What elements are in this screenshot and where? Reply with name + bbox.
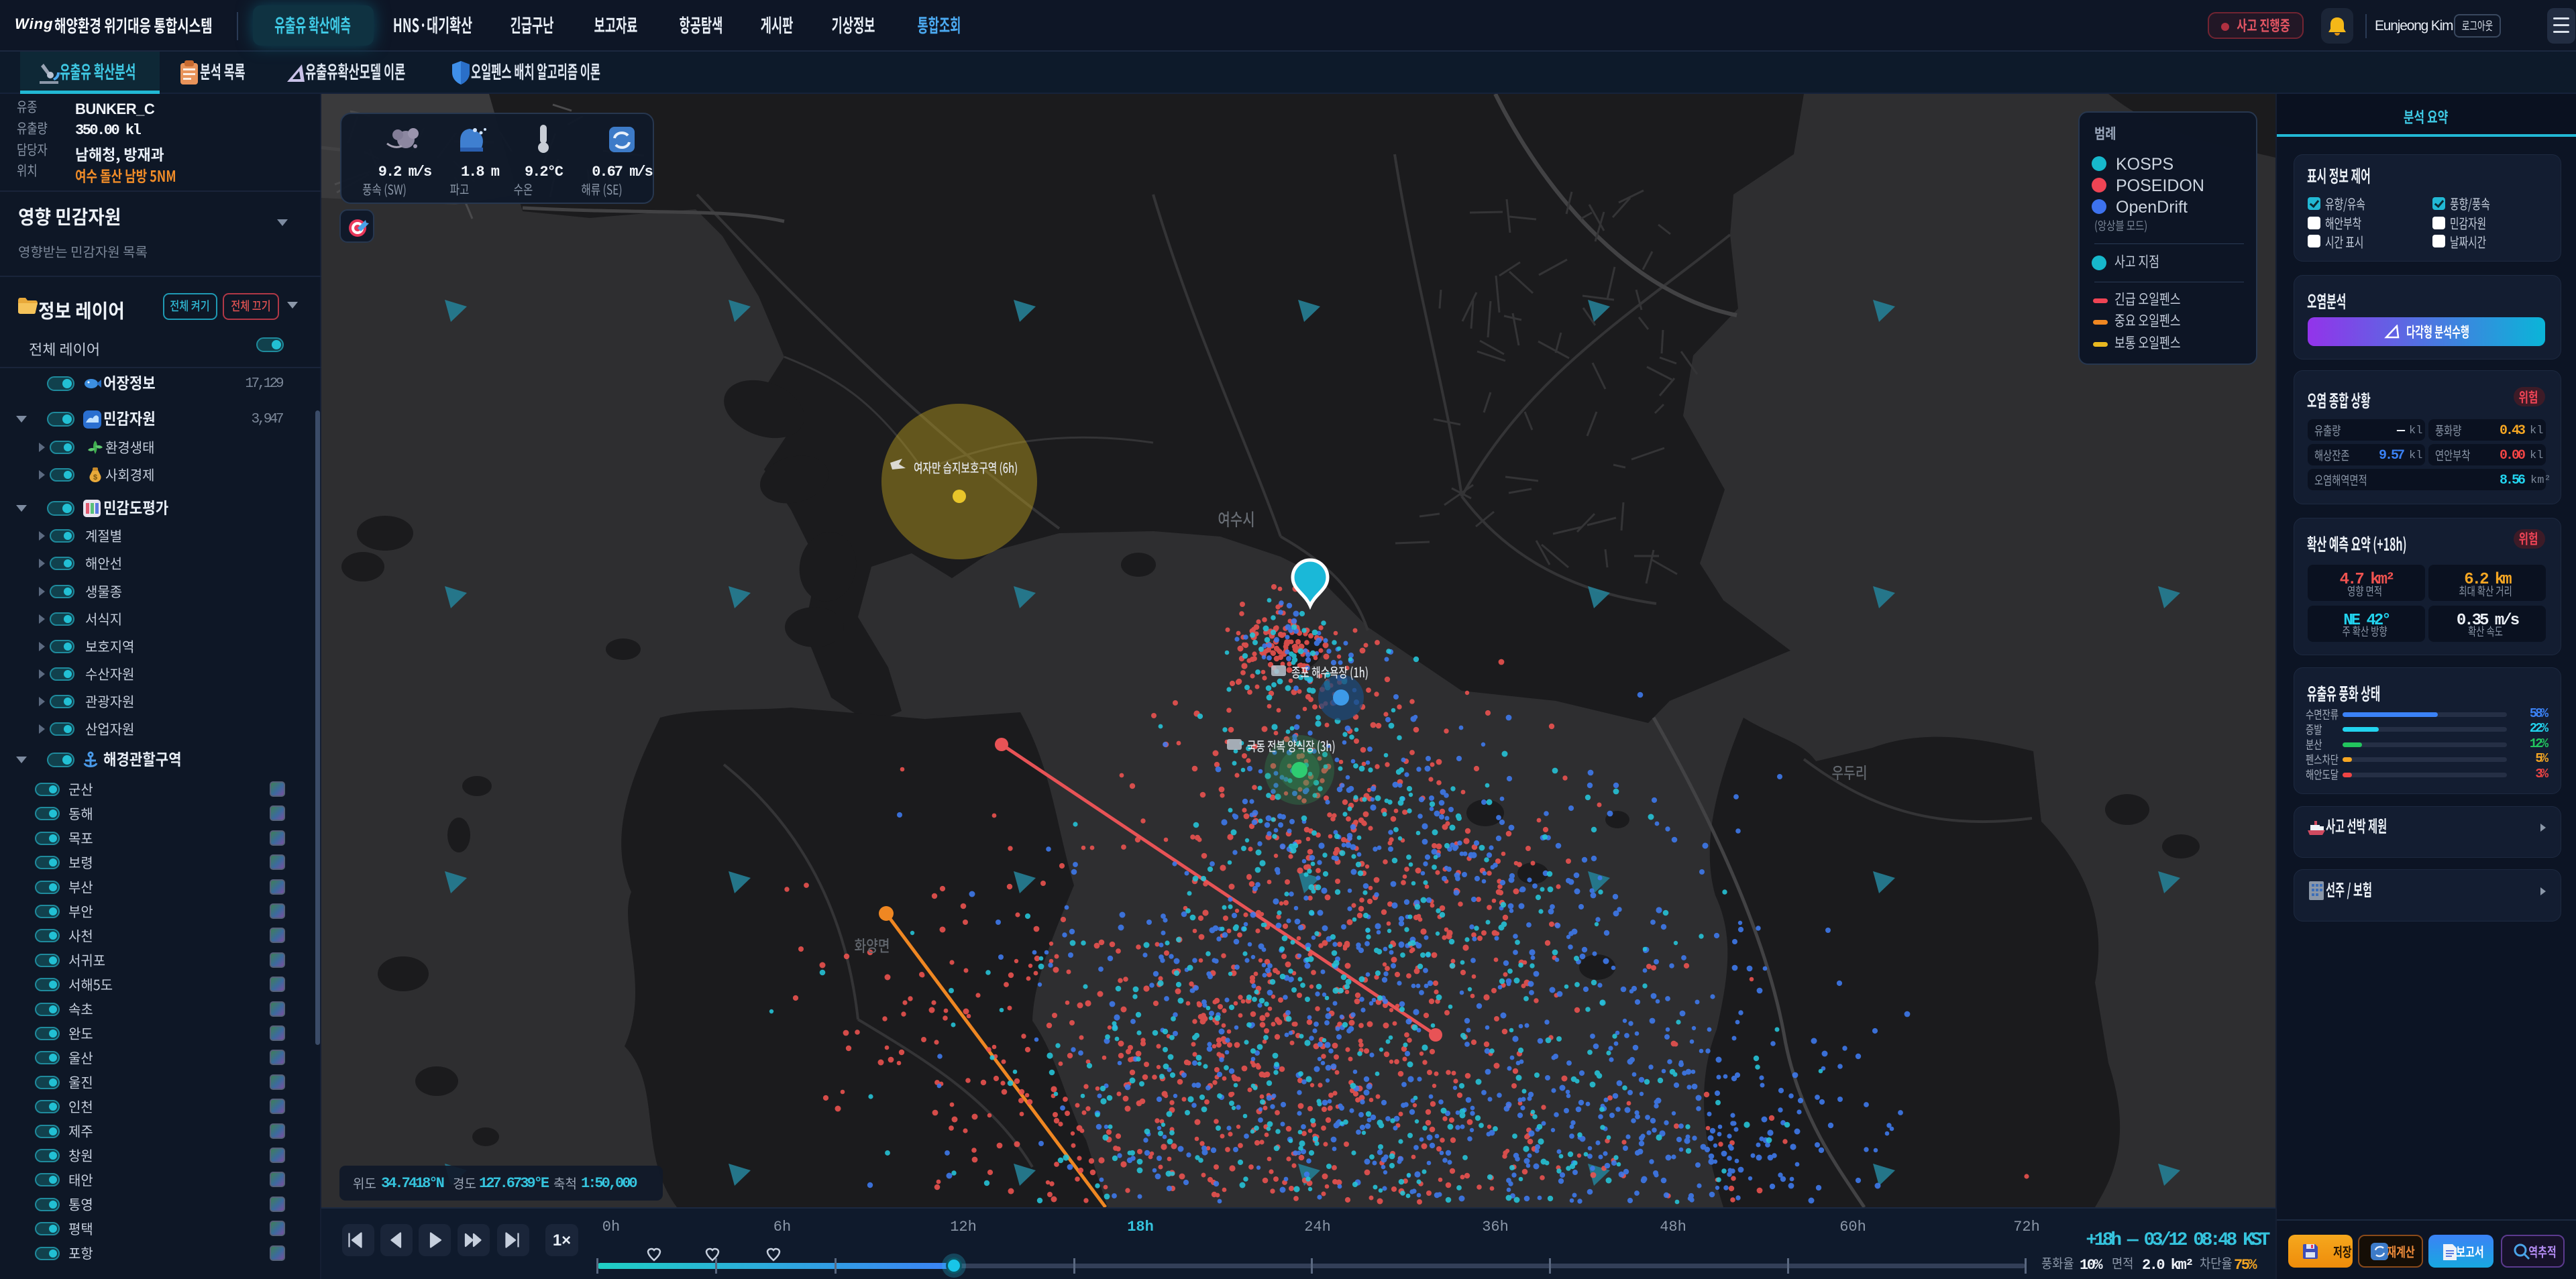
svg-text:$: $ xyxy=(93,474,97,482)
svg-text:1.8 m: 1.8 m xyxy=(461,164,500,180)
svg-text:9.2°C: 9.2°C xyxy=(525,164,564,180)
svg-text:0.67 m/s: 0.67 m/s xyxy=(592,164,652,180)
svg-text:9.2 m/s: 9.2 m/s xyxy=(378,164,431,180)
